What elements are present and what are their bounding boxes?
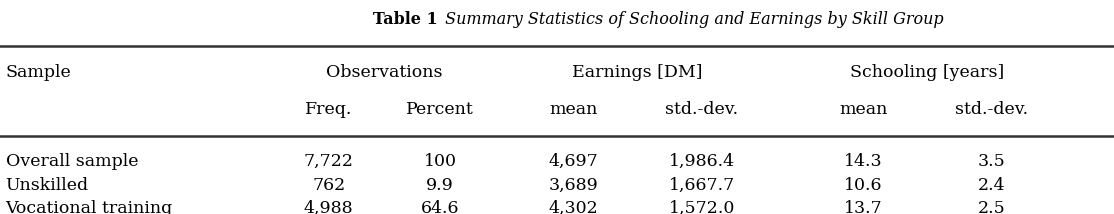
Text: Observations: Observations xyxy=(326,64,442,81)
Text: Sample: Sample xyxy=(6,64,71,81)
Text: 7,722: 7,722 xyxy=(304,153,353,170)
Text: 1,986.4: 1,986.4 xyxy=(668,153,735,170)
Text: 4,988: 4,988 xyxy=(304,200,353,214)
Text: std.-dev.: std.-dev. xyxy=(665,101,739,118)
Text: Unskilled: Unskilled xyxy=(6,177,89,194)
Text: 1,572.0: 1,572.0 xyxy=(668,200,735,214)
Text: Summary Statistics of Schooling and Earnings by Skill Group: Summary Statistics of Schooling and Earn… xyxy=(440,11,944,28)
Text: mean: mean xyxy=(839,101,888,118)
Text: 4,302: 4,302 xyxy=(549,200,598,214)
Text: Table 1: Table 1 xyxy=(373,11,438,28)
Text: 2.5: 2.5 xyxy=(978,200,1005,214)
Text: 3,689: 3,689 xyxy=(549,177,598,194)
Text: Earnings [DM]: Earnings [DM] xyxy=(571,64,703,81)
Text: 2.4: 2.4 xyxy=(978,177,1005,194)
Text: std.-dev.: std.-dev. xyxy=(955,101,1028,118)
Text: Percent: Percent xyxy=(407,101,473,118)
Text: 13.7: 13.7 xyxy=(844,200,882,214)
Text: 9.9: 9.9 xyxy=(427,177,453,194)
Text: Overall sample: Overall sample xyxy=(6,153,138,170)
Text: 4,697: 4,697 xyxy=(549,153,598,170)
Text: 1,667.7: 1,667.7 xyxy=(668,177,735,194)
Text: 14.3: 14.3 xyxy=(844,153,882,170)
Text: Vocational training: Vocational training xyxy=(6,200,173,214)
Text: 762: 762 xyxy=(312,177,345,194)
Text: 64.6: 64.6 xyxy=(421,200,459,214)
Text: 3.5: 3.5 xyxy=(978,153,1005,170)
Text: 100: 100 xyxy=(423,153,457,170)
Text: Schooling [years]: Schooling [years] xyxy=(850,64,1004,81)
Text: 10.6: 10.6 xyxy=(844,177,882,194)
Text: mean: mean xyxy=(549,101,598,118)
Text: Freq.: Freq. xyxy=(305,101,352,118)
